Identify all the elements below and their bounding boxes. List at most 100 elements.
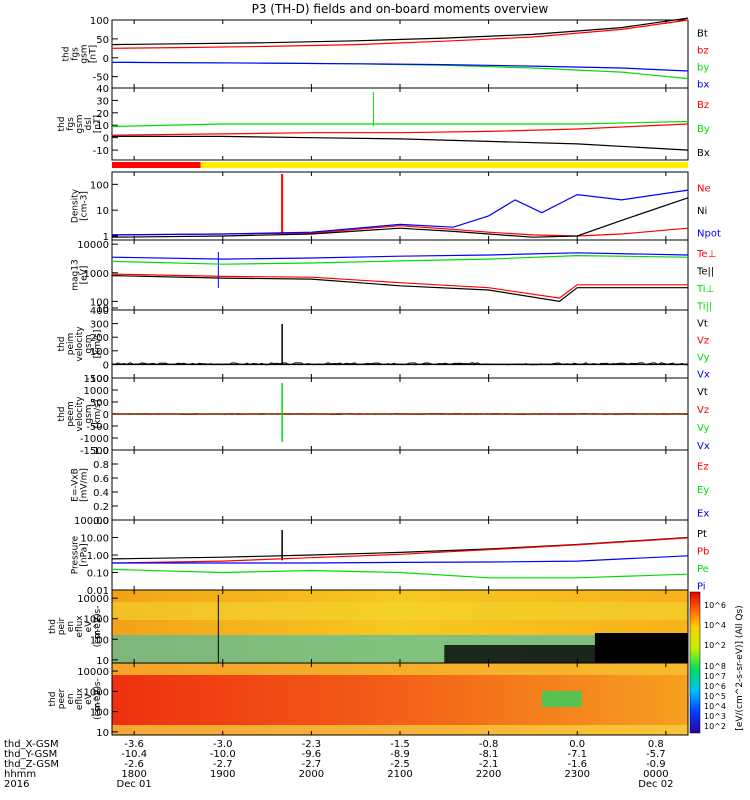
ytick-label: 1000 [84, 386, 109, 397]
ytick-label: 100 [90, 708, 109, 719]
ytick-label: 10 [96, 304, 109, 315]
xaxis-value: -7.1 [567, 749, 587, 760]
ylabel-line: gsm [84, 404, 94, 423]
ylabel-line: peir [57, 617, 67, 635]
ytick-label: 0 [103, 134, 109, 145]
series-fgs-gsm-1 [111, 19, 689, 49]
xaxis-value: 2100 [387, 769, 412, 780]
ytick-label: 0.0 [93, 516, 109, 527]
ylabel-line: peem [66, 401, 76, 427]
ytick-label: 100 [90, 635, 109, 646]
legend-pressure-1: Pb [697, 546, 709, 557]
legend-fgs-gsm-dsl-0: Bz [697, 100, 709, 111]
legend-density-2: Npot [697, 229, 721, 240]
xaxis-value: -10.0 [210, 749, 236, 760]
panel-frame-density [111, 171, 689, 241]
xaxis-value: 0000 [643, 769, 668, 780]
xaxis-year: 2016 [4, 779, 29, 790]
ytick-label: 400 [90, 306, 109, 317]
peer-spectrogram-low [112, 725, 688, 735]
xaxis-start-date: Dec 01 [117, 779, 152, 790]
peir-spectrogram-dropout-late [594, 633, 688, 663]
series-pressure-14 [111, 536, 689, 560]
ylabel-line: [eV] [80, 266, 90, 285]
ytick-label: 0.01 [87, 586, 109, 597]
ylabel-line: eflux [75, 687, 85, 710]
legend-fgs-gsm-0: Bt [697, 29, 708, 40]
ylabel-line: sr-eV) [93, 613, 103, 639]
panel-frame-fgs-gsm [111, 19, 689, 89]
xaxis-value: -0.8 [479, 739, 499, 750]
xaxis-value: -10.4 [121, 749, 147, 760]
xaxis-row-label: hhmm [4, 769, 36, 780]
noise-trace-peim-velocity [111, 362, 688, 366]
xaxis-value: -2.6 [124, 759, 144, 770]
ytick-label: 300 [90, 320, 109, 331]
ytick-label: 40 [96, 84, 109, 95]
ytick-label: 100 [90, 347, 109, 358]
colorbar-tick: 10^4 [704, 621, 726, 630]
ytick-label: 10 [96, 121, 109, 132]
legend-efield-0: Ez [697, 462, 709, 473]
xaxis-value: -2.7 [213, 759, 233, 770]
colorbar-tick: 10^6 [704, 601, 726, 610]
xaxis-value: -3.6 [124, 739, 144, 750]
xaxis-value: -1.5 [390, 739, 410, 750]
legend-fgs-gsm-dsl-2: Bx [697, 148, 710, 159]
ylabel-line: thd [48, 619, 58, 634]
colorbar-tick: 10^8 [704, 662, 726, 671]
series-fgs-gsm-dsl-4 [111, 123, 689, 136]
xaxis-value: -9.6 [302, 749, 322, 760]
xaxis-value: 1900 [210, 769, 235, 780]
legend-temperature-1: Te|| [696, 266, 714, 277]
legend-density-0: Ne [697, 183, 711, 194]
xaxis-row-label: thd_Y-GSM [4, 749, 57, 760]
ytick-label: 20 [96, 109, 109, 120]
ytick-label: 1 [103, 232, 109, 243]
ytick-label: -10 [93, 146, 109, 157]
legend-efield-1: Ey [697, 485, 709, 496]
series-fgs-gsm-0 [111, 17, 689, 46]
panel-frame-temperature [111, 239, 689, 311]
xaxis-value: -8.1 [479, 749, 499, 760]
noise-trace-peem-velocity [111, 413, 689, 415]
xaxis-value: -1.6 [567, 759, 587, 770]
series-density-9 [111, 189, 689, 236]
legend-pressure-3: Pi [697, 581, 706, 592]
ylabel-line: thd [57, 407, 67, 422]
ylabel-line: thd [48, 692, 58, 707]
ylabel-line: [nPa] [80, 543, 90, 566]
series-pressure-15 [111, 537, 689, 564]
ytick-label: 0 [103, 360, 109, 371]
colorbar-tick: 10^4 [704, 702, 726, 711]
ytick-label: 100.00 [74, 516, 109, 527]
ytick-label: 500 [90, 398, 109, 409]
series-pressure-17 [112, 555, 689, 564]
ytick-label: 10000 [77, 240, 109, 251]
legend-pressure-2: Pe [697, 564, 709, 575]
xaxis-value: -8.9 [390, 749, 410, 760]
xaxis-value: -5.7 [646, 749, 666, 760]
legend-fgs-gsm-dsl-1: By [697, 124, 710, 135]
ytick-label: 10 [96, 728, 109, 739]
colorbar-label: [eV/(cm^2-s-sr-eV)] (All Qs) [735, 605, 745, 730]
xaxis-end-date: Dec 02 [638, 779, 673, 790]
ylabel-line: [cm-3] [80, 191, 90, 221]
ytick-label: 1000 [84, 615, 109, 626]
ytick-label: 10 [96, 656, 109, 667]
ylabel-line: en [66, 693, 76, 704]
legend-temperature-3: Ti|| [696, 301, 712, 312]
xaxis-value: 2300 [565, 769, 590, 780]
ylabel-line: [mV/m] [80, 468, 90, 502]
legend-fgs-gsm-2: by [697, 63, 709, 74]
ytick-label: -500 [86, 422, 109, 433]
series-pressure-16 [111, 568, 689, 579]
xaxis-value: 2200 [476, 769, 501, 780]
legend-peem-velocity-3: Vx [697, 441, 710, 452]
ytick-label: 0.2 [93, 502, 109, 513]
series-temperature-11 [111, 273, 688, 299]
colorbar-tick: 10^2 [704, 641, 726, 650]
legend-peem-velocity-0: Vt [697, 387, 708, 398]
